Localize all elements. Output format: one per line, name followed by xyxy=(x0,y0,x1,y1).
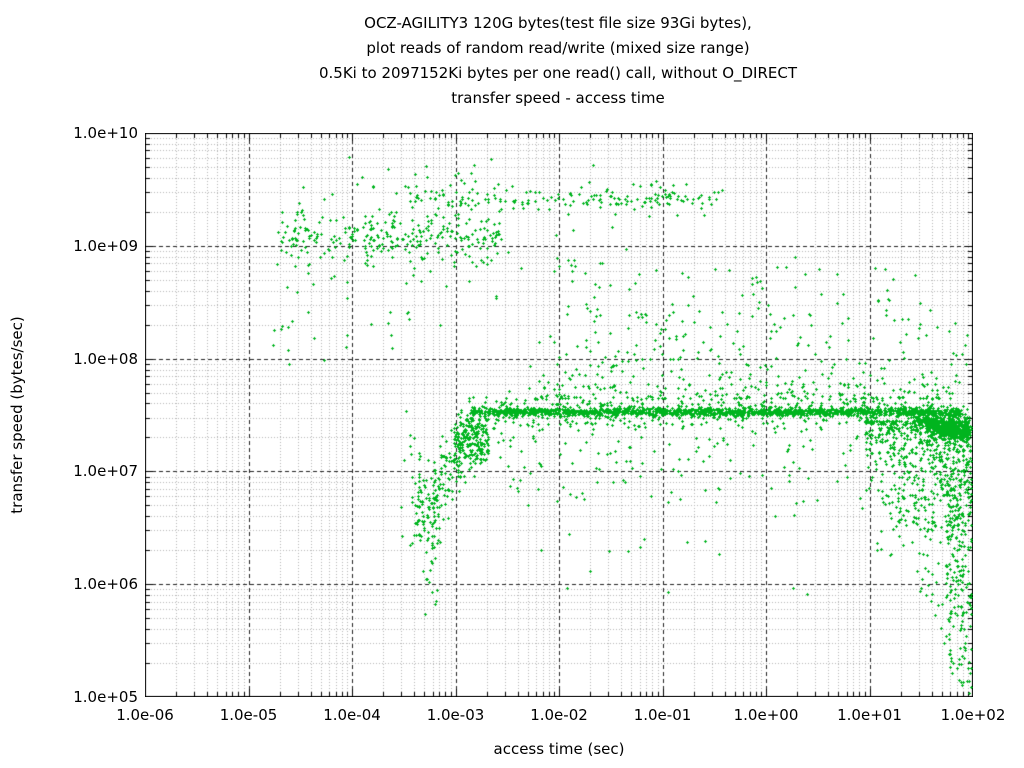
y-tick-label: 1.0e+09 xyxy=(73,236,138,255)
y-tick-label: 1.0e+07 xyxy=(73,462,138,481)
y-tick-label: 1.0e+10 xyxy=(73,124,138,142)
x-tick-label: 1.0e-02 xyxy=(530,706,588,724)
x-tick-label: 1.0e+02 xyxy=(940,706,1006,724)
chart-title-line-3: 0.5Ki to 2097152Ki bytes per one read() … xyxy=(318,64,798,82)
chart-title-line-1: OCZ-AGILITY3 120G bytes(test file size 9… xyxy=(364,14,752,32)
y-axis-title: transfer speed (bytes/sec) xyxy=(8,316,26,514)
x-tick-label: 1.0e-06 xyxy=(116,706,174,724)
y-tick-label: 1.0e+08 xyxy=(73,349,138,368)
x-tick-label: 1.0e-03 xyxy=(426,706,485,724)
x-tick-label: 1.0e-04 xyxy=(323,706,381,724)
chart-title-line-2: plot reads of random read/write (mixed s… xyxy=(366,39,750,57)
x-axis-title: access time (sec) xyxy=(493,740,625,758)
scatter-plot-canvas xyxy=(145,133,973,697)
y-tick-label: 1.0e+06 xyxy=(73,575,138,594)
chart-title: OCZ-AGILITY3 120G bytes(test file size 9… xyxy=(98,11,1018,111)
x-tick-label: 1.0e+00 xyxy=(733,706,799,724)
x-tick-label: 1.0e+01 xyxy=(837,706,902,724)
y-tick-label: 1.0e+05 xyxy=(73,688,138,706)
x-tick-label: 1.0e-05 xyxy=(219,706,278,724)
x-tick-label: 1.0e-01 xyxy=(633,706,692,724)
chart-title-line-4: transfer speed - access time xyxy=(451,89,665,107)
